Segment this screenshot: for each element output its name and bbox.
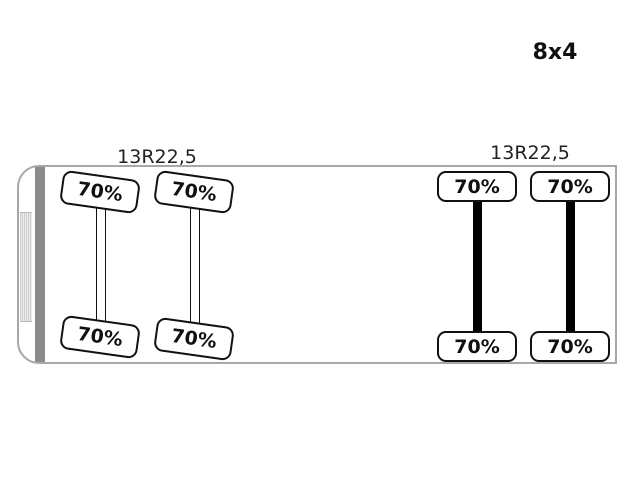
rear-tire-size-label: 13R22,5 [490,142,570,164]
rear-axle-2 [566,200,575,334]
cab-grille [20,212,32,322]
axle-configuration-label: 8x4 [532,40,578,65]
front-bumper [35,167,45,362]
tire-rear-axle-1-right[interactable]: 70% [437,331,517,362]
front-tire-size-label: 13R22,5 [117,146,197,168]
tire-rear-axle-2-left[interactable]: 70% [530,171,610,202]
tire-rear-axle-1-left[interactable]: 70% [437,171,517,202]
front-axle-2 [190,208,200,324]
truck-frame [17,165,617,364]
rear-axle-1 [473,200,482,334]
tire-rear-axle-2-right[interactable]: 70% [530,331,610,362]
front-axle-1 [96,208,106,324]
